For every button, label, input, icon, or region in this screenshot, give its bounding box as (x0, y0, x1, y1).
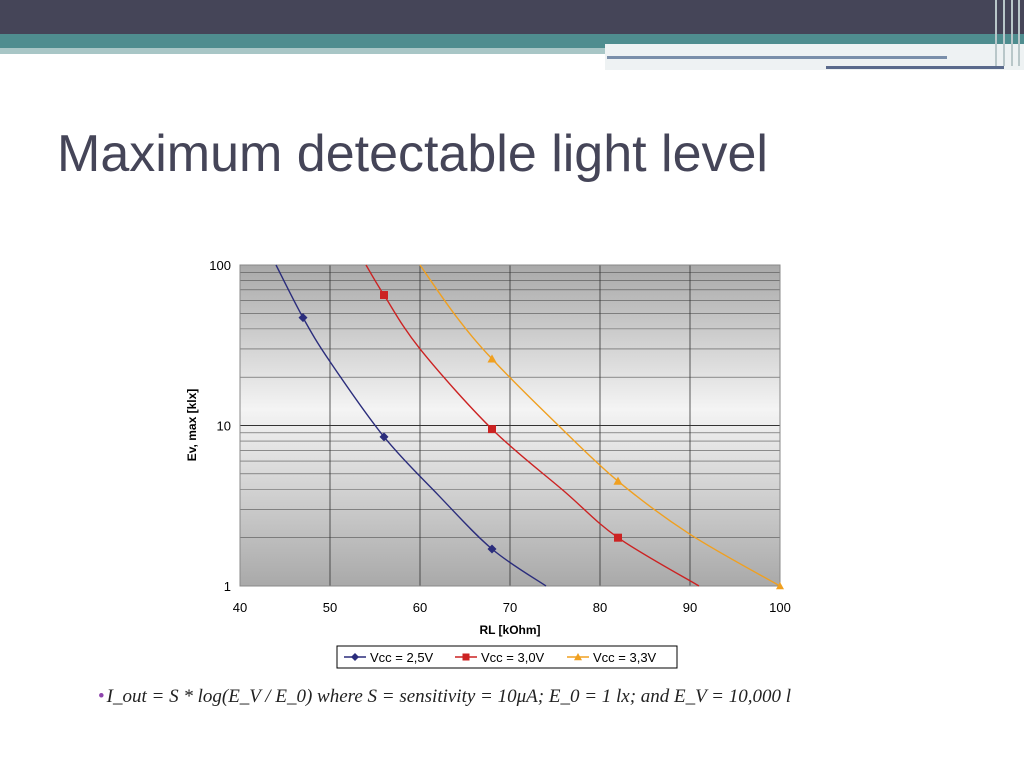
legend-label: Vcc = 3,0V (481, 650, 545, 665)
chart-grid (239, 264, 781, 587)
y-axis-label: Ev, max [klx] (185, 389, 199, 461)
x-tick-label: 80 (593, 600, 607, 615)
legend-label: Vcc = 3,3V (593, 650, 657, 665)
data-point-square (462, 653, 470, 661)
decorative-line (607, 56, 947, 59)
y-tick-label: 1 (224, 579, 231, 594)
formula-text: I_out = S * log(E_V / E_0) where S = sen… (106, 686, 792, 707)
x-tick-label: 60 (413, 600, 427, 615)
x-tick-label: 100 (769, 600, 791, 615)
x-axis-label: RL [kOhm] (479, 623, 540, 637)
x-tick-label: 90 (683, 600, 697, 615)
slide-title: Maximum detectable light level (57, 125, 768, 183)
y-tick-label: 10 (217, 419, 231, 434)
data-point-diamond (298, 313, 308, 323)
header-bar (0, 0, 1024, 34)
data-point-triangle (613, 476, 623, 485)
data-point-square (488, 425, 496, 434)
bullet-dot: • (98, 686, 105, 707)
x-tick-label: 40 (233, 600, 247, 615)
accent-bar-light (0, 48, 605, 54)
formula-bullet: • I_out = S * log(E_V / E_0) where S = se… (98, 686, 791, 708)
y-tick-label: 100 (209, 258, 231, 273)
data-point-diamond (351, 653, 359, 661)
decorative-line (826, 66, 1004, 69)
data-point-square (614, 533, 622, 542)
decorative-stripe (1003, 0, 1005, 66)
data-point-diamond (487, 544, 497, 554)
data-point-triangle (776, 582, 784, 590)
plot-border (239, 264, 781, 587)
x-tick-label: 70 (503, 600, 517, 615)
data-point-triangle (574, 653, 582, 661)
series-line (419, 264, 781, 587)
data-point-diamond (379, 432, 389, 442)
x-tick-label: 50 (323, 600, 337, 615)
legend-label: Vcc = 2,5V (370, 650, 434, 665)
chart-legend: Vcc = 2,5V Vcc = 3,0V Vcc = 3,3V (336, 645, 678, 669)
chart-series (275, 264, 784, 590)
decorative-stripe (1011, 0, 1013, 66)
decorative-stripe (995, 0, 997, 66)
data-point-triangle (487, 354, 497, 363)
legend-box (336, 645, 678, 669)
decorative-stripe (1018, 0, 1020, 66)
data-point-square (380, 291, 388, 300)
